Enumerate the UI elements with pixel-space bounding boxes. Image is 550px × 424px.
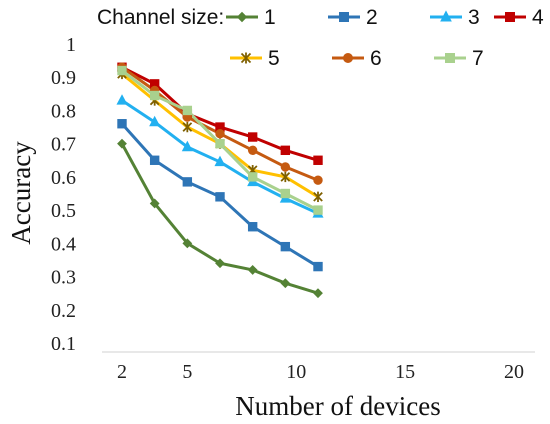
legend-label: 4: [532, 6, 544, 29]
data-point: [313, 261, 323, 272]
legend-item-5: 5: [230, 47, 280, 70]
data-point: [247, 132, 258, 142]
data-point: [181, 140, 193, 152]
data-point: [313, 155, 323, 165]
data-point: [149, 198, 160, 209]
data-point: [182, 238, 193, 249]
data-point: [505, 12, 515, 22]
y-tick-label: 0.2: [51, 300, 76, 322]
legend-label: 2: [366, 6, 378, 29]
axes: 0.1 0.2 0.3 0.4 0.5 0.6 0.7 0.8 0.9 1 2 5 10 15 20: [51, 34, 535, 383]
legend-label: 3: [468, 6, 480, 29]
data-point: [280, 171, 291, 183]
data-point: [247, 172, 258, 182]
legend-item-3: 3: [430, 6, 480, 29]
y-tick-label: 0.8: [51, 100, 76, 122]
y-tick-label: 0.1: [51, 333, 76, 355]
data-point: [149, 90, 160, 101]
legend-label: 7: [472, 47, 484, 70]
data-point: [215, 192, 225, 202]
data-point: [339, 12, 349, 22]
legend-item-2: 2: [328, 6, 378, 29]
y-tick-label: 0.3: [51, 267, 76, 289]
data-point: [280, 188, 291, 199]
data-point: [440, 10, 452, 22]
y-axis-title: Accuracy: [6, 141, 36, 245]
data-point: [280, 145, 291, 156]
y-tick-label: 0.4: [51, 233, 76, 255]
data-point: [313, 191, 323, 203]
data-point: [215, 258, 225, 269]
legend-item-7: 7: [434, 47, 484, 70]
data-point: [117, 138, 127, 149]
x-tick-label: 10: [286, 361, 306, 383]
legend-item-4: 4: [494, 6, 544, 29]
data-point: [445, 53, 455, 63]
data-point: [182, 177, 193, 187]
y-tick-label: 1: [66, 34, 76, 56]
data-point: [149, 115, 161, 127]
y-tick-label: 0.6: [51, 167, 76, 189]
data-point: [117, 65, 127, 76]
data-point: [240, 52, 252, 64]
data-point: [182, 105, 193, 116]
legend-title: Channel size:: [97, 6, 224, 29]
legend-item-1: 1: [226, 6, 276, 29]
data-point: [247, 265, 258, 275]
legend-label: 5: [268, 47, 280, 70]
data-point: [280, 278, 291, 289]
y-tick-label: 0.9: [51, 67, 76, 89]
data-point: [236, 11, 248, 23]
data-point: [149, 155, 160, 165]
y-tick-label: 0.5: [51, 200, 76, 222]
data-point: [280, 162, 291, 172]
data-point: [182, 121, 193, 133]
data-point: [117, 119, 127, 129]
legend-label: 6: [370, 47, 382, 70]
data-point: [313, 288, 323, 299]
data-point: [247, 145, 258, 156]
x-tick-label: 15: [395, 361, 415, 383]
data-point: [343, 53, 353, 63]
x-tick-label: 2: [117, 361, 127, 383]
data-point: [247, 222, 258, 232]
legend: Channel size: 1 2 3 4 5 6 7: [97, 6, 544, 70]
data-point: [215, 138, 225, 149]
legend-label: 1: [264, 6, 276, 29]
legend-item-6: 6: [332, 47, 382, 70]
y-tick-label: 0.7: [51, 134, 76, 156]
series-markers: [116, 62, 324, 299]
data-point: [215, 129, 225, 139]
x-tick-label: 20: [504, 361, 524, 383]
data-point: [280, 241, 291, 252]
data-point: [214, 155, 226, 167]
x-tick-label: 5: [182, 361, 192, 383]
data-point: [313, 175, 323, 185]
x-axis-title: Number of devices: [235, 391, 440, 421]
data-point: [116, 94, 128, 105]
data-point: [313, 205, 323, 215]
